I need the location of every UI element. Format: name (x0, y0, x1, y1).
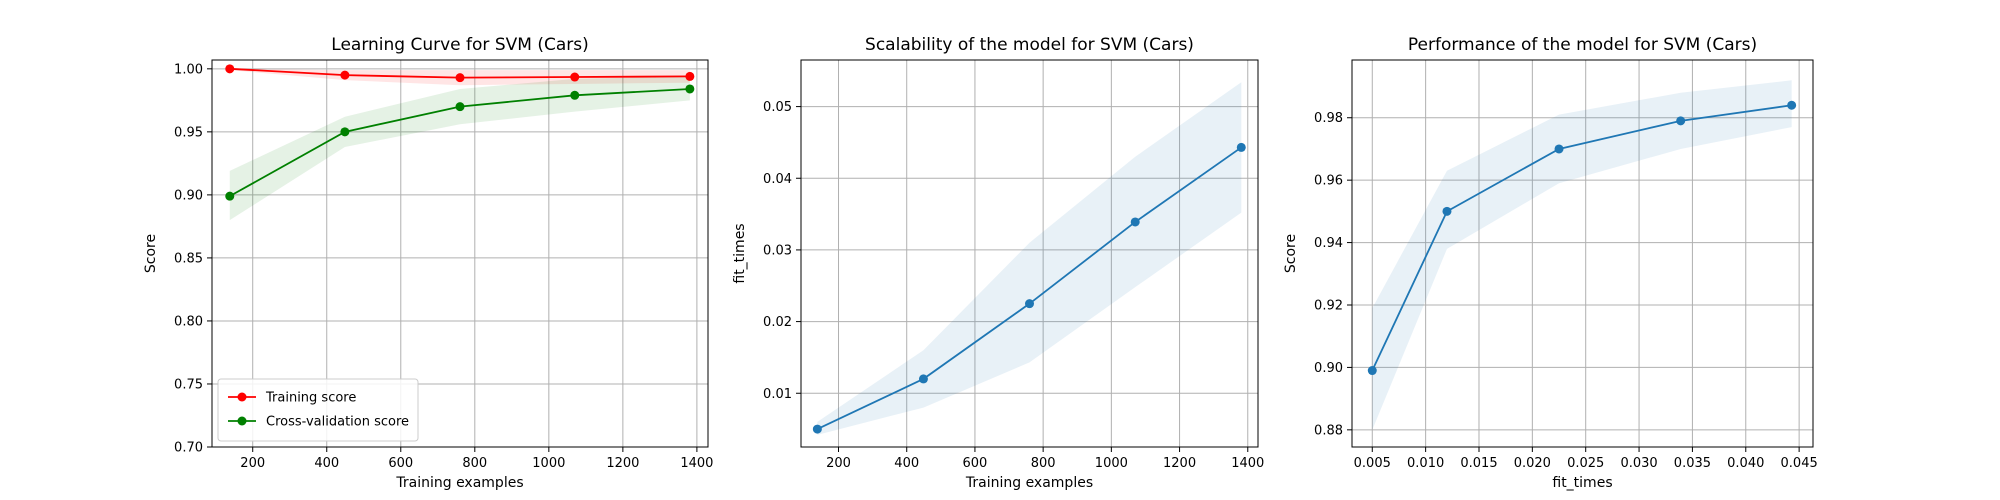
data-point (1130, 217, 1140, 227)
y-tick-label: 0.80 (174, 314, 203, 329)
x-tick-label: 1400 (680, 456, 713, 471)
legend-marker (237, 392, 247, 402)
data-point (1367, 366, 1377, 376)
plot-area: 200 400 600 800 1000 1200 1400 0.01 0.02 0.03 0.04… (763, 59, 1264, 471)
y-tick-label: 0.96 (1314, 174, 1343, 189)
data-point (1442, 206, 1452, 216)
x-tick-label: 0.010 (1407, 456, 1444, 471)
legend-label: Cross-validation score (266, 415, 409, 430)
y-tick-label: 1.00 (174, 62, 203, 77)
plot-area: 0.005 0.010 0.015 0.020 0.025 0.030 0.035 0.040… (1314, 59, 1818, 471)
y-tick-label: 0.75 (174, 377, 203, 392)
data-point (570, 90, 580, 100)
y-tick-label: 0.90 (174, 188, 203, 203)
x-tick-label: 0.025 (1567, 456, 1604, 471)
confidence-band (817, 82, 1242, 435)
y-axis-label: fit_times (732, 223, 748, 283)
data-point (685, 84, 695, 94)
x-tick-label: 1000 (532, 456, 565, 471)
axes-frame (800, 59, 1259, 448)
chart-title: Scalability of the model for SVM (Cars) (865, 35, 1194, 55)
x-tick-label: 0.030 (1620, 456, 1657, 471)
x-tick-label: 200 (826, 456, 851, 471)
chart-panel-scalability: 200 400 600 800 1000 1200 1400 0.01 0.02 0.03 0.04… (732, 35, 1264, 491)
y-tick-label: 0.92 (1314, 298, 1343, 313)
x-tick-label: 0.035 (1674, 456, 1711, 471)
x-tick-label: 800 (462, 456, 487, 471)
chart-title: Learning Curve for SVM (Cars) (331, 35, 588, 55)
y-tick-label: 0.98 (1314, 111, 1343, 126)
data-point (455, 102, 465, 112)
x-tick-label: 200 (240, 456, 265, 471)
y-tick-label: 0.05 (763, 100, 792, 115)
data-point (225, 191, 235, 201)
plot-area: 200 400 600 800 1000 1200 1400 0.70 0.75 0.80 0.85… (174, 59, 713, 471)
data-point (1676, 116, 1686, 126)
y-tick-label: 0.95 (174, 125, 203, 140)
x-tick-label: 0.040 (1727, 456, 1764, 471)
x-axis-label: Training examples (965, 475, 1093, 491)
legend-marker (237, 416, 247, 426)
x-axis-label: fit_times (1552, 475, 1612, 491)
x-tick-label: 1000 (1095, 456, 1128, 471)
x-tick-label: 1200 (1163, 456, 1196, 471)
data-point (1554, 144, 1564, 154)
axes-frame (211, 59, 709, 448)
legend: Training score Cross-validation score (217, 378, 419, 442)
x-tick-label: 600 (388, 456, 413, 471)
chart-title: Performance of the model for SVM (Cars) (1408, 35, 1757, 55)
data-point (340, 70, 350, 80)
chart-panel-performance: 0.005 0.010 0.015 0.020 0.025 0.030 0.035 0.040… (1283, 35, 1818, 491)
y-tick-label: 0.85 (174, 251, 203, 266)
data-point (455, 73, 465, 83)
legend-box (217, 378, 419, 442)
x-tick-label: 600 (963, 456, 988, 471)
y-tick-label: 0.90 (1314, 361, 1343, 376)
y-tick-label: 0.94 (1314, 236, 1343, 251)
data-point (1787, 100, 1797, 110)
x-tick-label: 0.005 (1354, 456, 1391, 471)
data-point (570, 72, 580, 82)
x-tick-label: 0.045 (1781, 456, 1818, 471)
x-tick-label: 400 (894, 456, 919, 471)
y-tick-label: 0.02 (763, 315, 792, 330)
y-tick-label: 0.88 (1314, 423, 1343, 438)
y-tick-label: 0.70 (174, 441, 203, 456)
y-tick-label: 0.03 (763, 243, 792, 258)
x-tick-label: 0.015 (1460, 456, 1497, 471)
x-tick-label: 1200 (606, 456, 639, 471)
data-point (340, 127, 350, 137)
x-tick-label: 800 (1031, 456, 1056, 471)
data-point (1236, 142, 1246, 152)
y-axis-label: Score (143, 234, 159, 273)
y-tick-label: 0.04 (763, 172, 792, 187)
x-tick-label: 0.020 (1514, 456, 1551, 471)
data-point (1025, 299, 1034, 309)
chart-panel-learning-curve: 200 400 600 800 1000 1200 1400 0.70 0.75 0.80 0.85… (143, 35, 713, 491)
data-point (225, 64, 235, 74)
x-tick-label: 400 (314, 456, 339, 471)
data-point (685, 71, 695, 81)
y-axis-label: Score (1283, 234, 1299, 273)
legend-label: Training score (265, 391, 356, 406)
axes-frame (1351, 59, 1814, 448)
confidence-band (1372, 80, 1792, 430)
y-tick-label: 0.01 (763, 387, 792, 402)
confidence-band (229, 76, 690, 221)
x-axis-label: Training examples (395, 475, 523, 491)
data-point (812, 424, 822, 434)
data-point (918, 374, 928, 384)
x-tick-label: 1400 (1231, 456, 1264, 471)
